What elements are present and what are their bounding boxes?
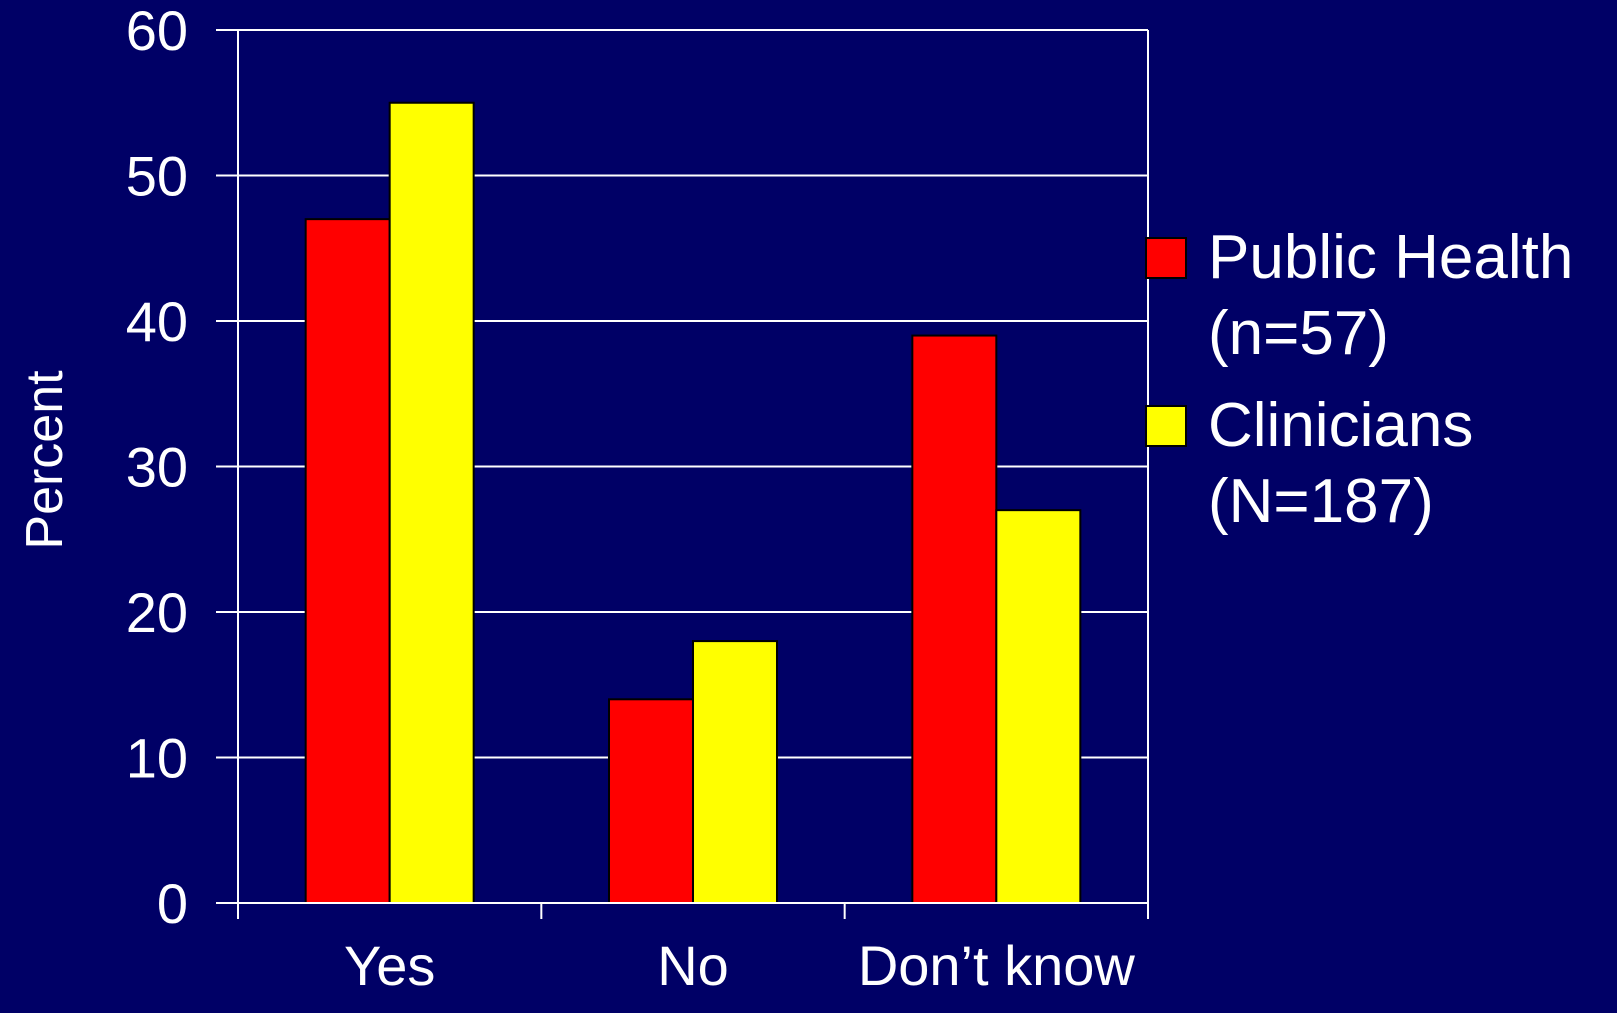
y-tick-label: 30 [126,436,188,499]
bar [306,219,390,903]
legend-label: Clinicians [1208,391,1473,460]
x-tick-labels: Yes No Don’t know [344,934,1135,997]
y-tick-label: 50 [126,145,188,208]
legend-label: Public Health [1208,223,1573,292]
legend-swatch [1146,238,1186,278]
y-tick-labels: 0 10 20 30 40 50 60 [126,0,188,935]
x-tick-label: Yes [344,934,435,997]
y-axis-label: Percent [16,370,74,550]
legend-swatch [1146,406,1186,446]
y-tick-label: 10 [126,727,188,790]
x-tick-label: Don’t know [858,934,1136,997]
x-tick-label: No [657,934,729,997]
bar [693,641,777,903]
legend-label: (N=187) [1208,467,1434,536]
bar [609,699,693,903]
y-tick-label: 0 [157,872,188,935]
bar [912,336,996,903]
legend-label: (n=57) [1208,299,1389,368]
y-tick-label: 60 [126,0,188,62]
y-tick-label: 20 [126,581,188,644]
bars [306,103,1081,903]
y-tick-label: 40 [126,290,188,353]
bar [390,103,474,903]
legend: Public Health (n=57) Clinicians (N=187) [1146,223,1573,536]
bar [996,510,1080,903]
